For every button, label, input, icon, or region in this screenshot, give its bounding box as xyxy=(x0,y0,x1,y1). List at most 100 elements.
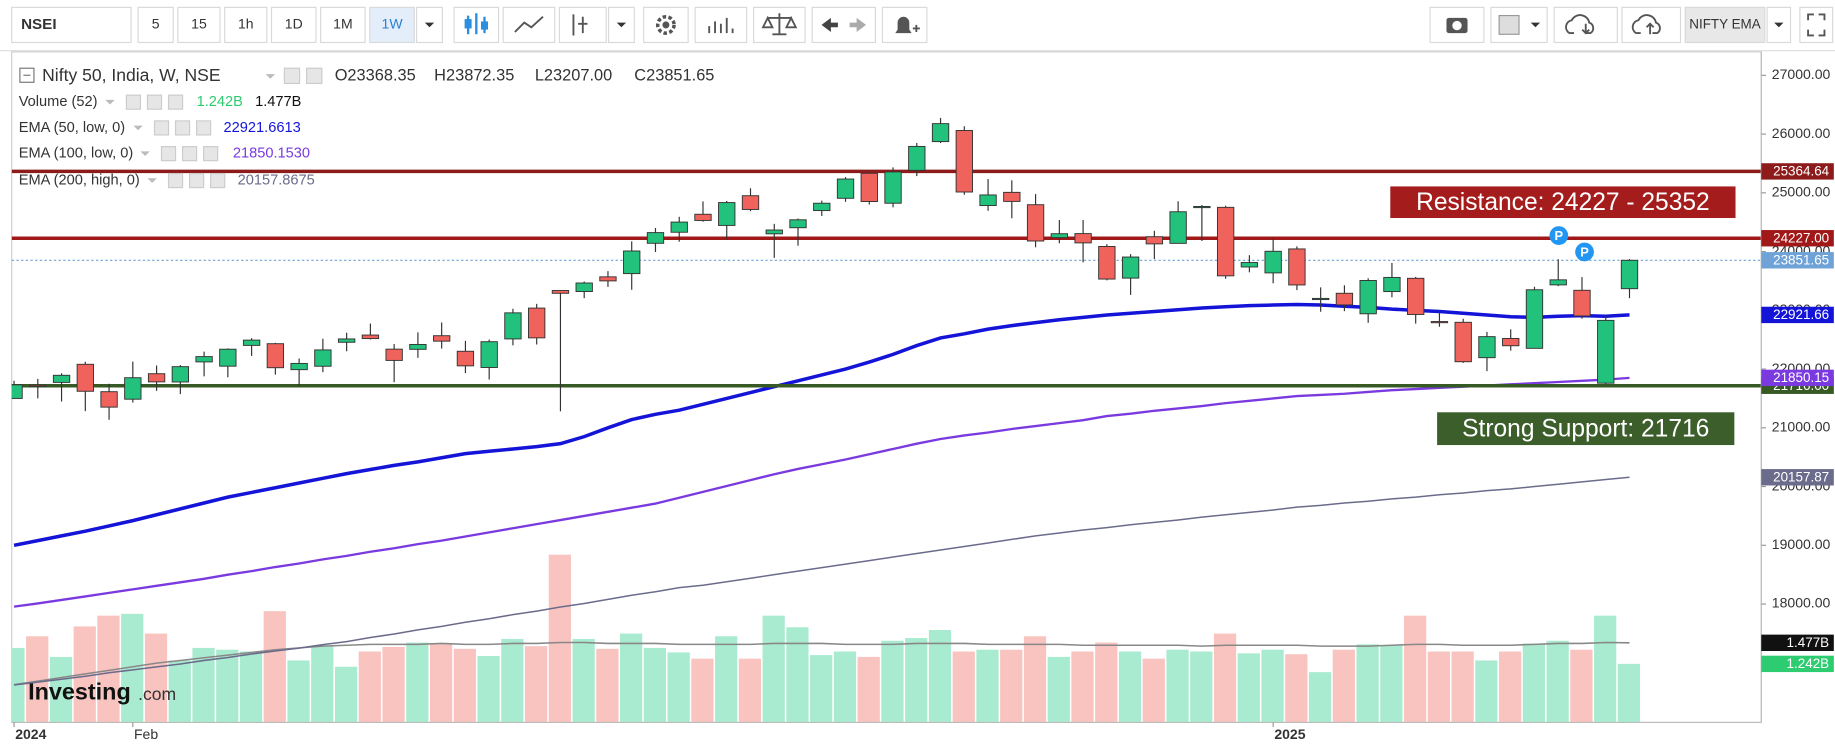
candle-body xyxy=(1335,292,1354,306)
volume-bar xyxy=(358,651,381,723)
remove-icon[interactable] xyxy=(196,120,212,136)
candle-body xyxy=(1430,321,1449,324)
fullscreen-icon xyxy=(1807,13,1826,37)
interval-label: 1h xyxy=(238,16,254,32)
candle-body xyxy=(646,232,665,244)
interval-button[interactable] xyxy=(224,6,268,44)
volume-bar xyxy=(810,655,833,723)
candle-body xyxy=(1074,233,1092,244)
gear-icon[interactable] xyxy=(306,67,323,85)
remove-icon[interactable] xyxy=(210,172,226,189)
candle-body xyxy=(1312,297,1330,301)
axis-tag: 20157.87 xyxy=(1761,469,1834,486)
volume-bar xyxy=(49,656,73,723)
axis-tag-box xyxy=(1761,252,1834,269)
volume-bar xyxy=(1213,633,1237,723)
axis-tag: 1.242B xyxy=(1761,655,1834,673)
candle-body xyxy=(789,219,807,229)
volume-bar xyxy=(881,640,904,723)
event-marker-label: P xyxy=(1580,245,1589,260)
volume-bar xyxy=(857,656,880,723)
interval-button[interactable] xyxy=(177,6,221,44)
gear-icon[interactable] xyxy=(174,120,191,136)
candle-body xyxy=(124,377,142,400)
volume-bar xyxy=(429,644,453,723)
alert-button[interactable] xyxy=(881,6,928,44)
gear-icon[interactable] xyxy=(181,146,198,162)
candle-body xyxy=(528,307,546,339)
symbol-box[interactable] xyxy=(11,6,132,44)
candle-body xyxy=(433,335,451,342)
candle-body xyxy=(1549,279,1567,286)
ema-legend: EMA (50, low, 0) xyxy=(19,120,125,136)
candle-body xyxy=(1620,259,1639,290)
watermark: Investing .com xyxy=(28,678,176,704)
candle-body xyxy=(171,366,190,383)
interval-button[interactable] xyxy=(369,6,415,44)
axis-tag-box xyxy=(1761,230,1834,247)
overlay-layer: Resistance: 24227 - 25352 Strong Support:… xyxy=(1390,186,1736,446)
axis-tag: 21850.15 xyxy=(1761,369,1834,387)
candle-body xyxy=(76,363,94,392)
volume-legend: Volume (52) xyxy=(19,94,98,110)
caret xyxy=(133,125,143,131)
candle-body xyxy=(337,338,356,343)
candle-body xyxy=(1050,233,1068,239)
axis-tag-label: 21850.15 xyxy=(1773,370,1829,385)
candle-body xyxy=(765,229,783,235)
studies-dropdown[interactable] xyxy=(607,6,635,44)
candle-body xyxy=(456,350,475,367)
event-marker[interactable] xyxy=(1549,226,1569,245)
candle-body xyxy=(1597,319,1615,384)
axis-tag-label: 23851.65 xyxy=(1773,252,1829,267)
y-tick-label: 25000.00 xyxy=(1772,184,1831,200)
volume-bar xyxy=(596,648,619,723)
remove-icon[interactable] xyxy=(167,94,184,110)
volume-bar xyxy=(1047,656,1070,723)
gear-icon[interactable] xyxy=(146,94,163,110)
candle-body xyxy=(1502,337,1520,347)
gear-icon[interactable] xyxy=(189,172,205,189)
interval-button[interactable] xyxy=(270,6,317,44)
volume-bar xyxy=(1308,672,1332,723)
volume-bar xyxy=(216,649,239,723)
caret xyxy=(147,178,157,183)
candle-body xyxy=(480,341,498,368)
remove-icon[interactable] xyxy=(203,146,219,162)
candle-body xyxy=(551,290,570,294)
indicators-icon xyxy=(708,17,734,34)
volume-bar xyxy=(144,633,168,723)
candle-body xyxy=(195,356,213,363)
candle-body xyxy=(955,130,973,193)
caret xyxy=(105,99,115,105)
interval-button[interactable] xyxy=(320,6,366,44)
volume-bar xyxy=(1071,651,1094,723)
axis-tag: 25364.64 xyxy=(1761,163,1834,180)
eye-icon[interactable] xyxy=(167,172,184,189)
fullscreen-button[interactable] xyxy=(1799,6,1834,44)
volume-bar xyxy=(1285,654,1308,723)
volume-bar xyxy=(192,647,215,723)
interval-button[interactable] xyxy=(137,6,174,44)
candle-body xyxy=(1193,205,1211,209)
candle-body xyxy=(931,123,950,143)
eye-icon[interactable] xyxy=(160,146,177,162)
volume-bar xyxy=(1546,640,1569,723)
volume-bar xyxy=(928,629,952,723)
caret xyxy=(1774,22,1784,28)
candle-icon xyxy=(480,21,489,30)
candle-body xyxy=(1383,276,1401,293)
layout-box[interactable] xyxy=(1684,6,1766,44)
compare-icon xyxy=(761,13,798,36)
eye-icon[interactable] xyxy=(283,67,301,85)
candle-body xyxy=(623,250,641,275)
eye-icon[interactable] xyxy=(153,120,170,136)
volume-bar xyxy=(1000,649,1023,723)
volume-bar xyxy=(121,613,144,723)
eye-icon[interactable] xyxy=(125,94,142,110)
volume-bar xyxy=(1190,651,1213,723)
annotation-box xyxy=(1390,186,1736,219)
color-swatch xyxy=(1498,14,1520,35)
event-marker[interactable] xyxy=(1575,242,1594,262)
plot-layer xyxy=(11,117,1762,723)
